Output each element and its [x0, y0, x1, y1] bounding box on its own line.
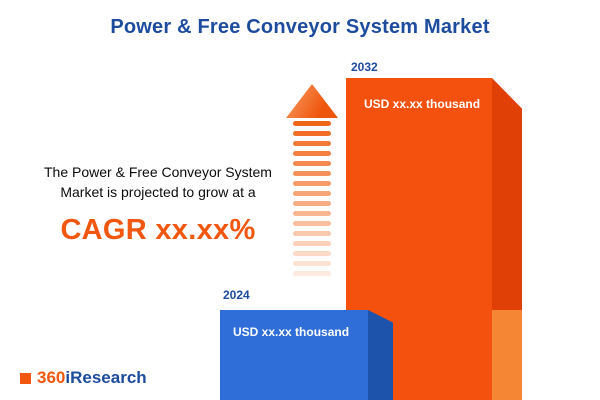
bar-2032-side-face: [492, 78, 522, 400]
logo-text-research: Research: [70, 368, 147, 387]
logo-text-i: i: [65, 368, 71, 387]
bar-2024-year-label: 2024: [223, 288, 250, 302]
tagline: The Power & Free Conveyor System Market …: [8, 163, 308, 251]
page-title: Power & Free Conveyor System Market: [110, 16, 490, 38]
logo-text: 360iResearch: [37, 368, 147, 388]
cagr-text: CAGR xx.xx%: [60, 214, 256, 247]
bar-2032-value-label: USD xx.xx thousand: [364, 97, 481, 111]
bar-2024-value-label: USD xx.xx thousand: [233, 325, 350, 339]
tagline-line1: The Power & Free Conveyor System: [44, 164, 272, 180]
logo-text-360: 360: [37, 368, 66, 387]
tagline-line2: Market is projected to grow at a: [60, 183, 256, 200]
logo-mark-icon: [20, 372, 31, 384]
bar-2024-side-face: [368, 310, 393, 400]
growth-arrow-icon: [286, 84, 338, 118]
bar-2024: [220, 310, 368, 400]
bar-2032-year-label: 2032: [351, 60, 378, 74]
growth-arrow-dashes: [293, 121, 331, 276]
brand-logo: 360iResearch: [20, 368, 147, 388]
